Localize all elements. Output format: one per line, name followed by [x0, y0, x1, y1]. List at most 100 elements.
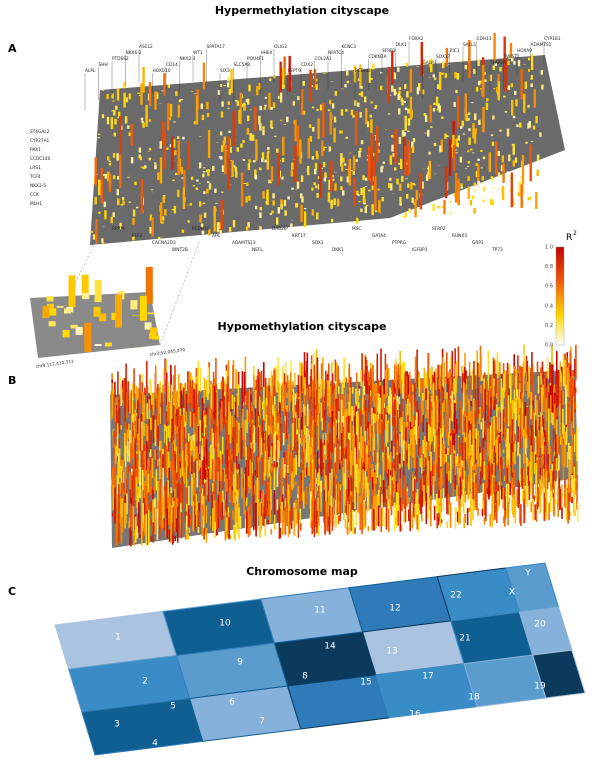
bar — [120, 204, 123, 206]
bar — [532, 483, 534, 507]
bar — [120, 466, 123, 498]
bar — [526, 485, 529, 508]
gene-label: SHH — [99, 62, 108, 68]
bar — [222, 140, 225, 147]
bar — [550, 364, 553, 393]
bar — [427, 129, 430, 137]
bar — [114, 118, 117, 125]
bar — [68, 275, 76, 308]
bar — [442, 61, 445, 69]
bar — [256, 86, 259, 96]
bar — [332, 404, 334, 414]
bar — [183, 427, 186, 459]
bar — [417, 409, 420, 428]
bar — [199, 467, 202, 489]
bar — [542, 455, 545, 461]
bar — [154, 419, 157, 446]
bar — [515, 99, 518, 107]
bar — [123, 81, 126, 89]
bar — [549, 445, 551, 464]
bar — [141, 382, 143, 400]
bar — [127, 465, 130, 473]
bar — [264, 494, 266, 520]
bar — [360, 140, 364, 145]
bar — [180, 167, 183, 175]
bar — [255, 390, 257, 426]
bar — [434, 77, 437, 81]
bar — [356, 464, 358, 494]
bar — [248, 195, 251, 201]
bar — [359, 64, 362, 89]
bar — [137, 440, 140, 454]
bar — [536, 169, 539, 176]
bar — [278, 441, 280, 458]
bar — [478, 363, 480, 377]
bar — [324, 453, 326, 481]
bar — [414, 479, 416, 510]
gene-label: KCNC3 — [342, 44, 357, 50]
bar — [374, 413, 376, 424]
bar — [479, 80, 482, 84]
bar — [139, 533, 141, 538]
bar — [388, 183, 391, 188]
bar — [390, 183, 393, 191]
bar — [304, 425, 306, 443]
bar — [253, 426, 256, 452]
bar — [234, 494, 237, 531]
bar — [487, 394, 489, 428]
gene-label: NEFL — [252, 247, 263, 253]
bar — [416, 370, 419, 388]
bar — [484, 449, 486, 466]
bar — [390, 424, 393, 448]
bar — [399, 404, 401, 418]
bar — [412, 138, 416, 143]
bar — [162, 121, 165, 145]
bar — [393, 427, 396, 444]
gene-label: PCDHB — [355, 68, 370, 74]
bar — [193, 93, 197, 95]
bar — [404, 145, 407, 176]
bar — [479, 407, 481, 421]
bar — [477, 388, 479, 408]
bar — [368, 189, 371, 192]
bar — [276, 148, 279, 153]
bar — [416, 86, 420, 95]
bar — [473, 69, 476, 74]
bar — [217, 457, 220, 480]
bar — [398, 87, 401, 90]
bar — [252, 473, 255, 507]
bar — [185, 515, 188, 540]
bar — [576, 427, 578, 462]
bar — [453, 402, 456, 436]
bar — [249, 515, 251, 536]
bar — [98, 133, 101, 135]
bar — [204, 502, 207, 525]
bar — [334, 183, 337, 191]
bar — [366, 365, 368, 394]
bar — [461, 120, 464, 127]
bar — [311, 156, 315, 160]
bar — [535, 420, 537, 444]
bar — [164, 431, 167, 446]
bar — [533, 451, 536, 474]
bar — [362, 380, 365, 405]
bar — [115, 525, 118, 546]
bar — [137, 92, 140, 95]
bar — [142, 67, 145, 93]
bar — [220, 382, 222, 390]
bar — [391, 462, 393, 488]
chromosome-label: 8 — [302, 672, 308, 682]
bar — [159, 479, 161, 514]
bar — [292, 459, 295, 489]
coord-label: chr3:52,045,470 — [149, 347, 185, 358]
bar — [177, 104, 181, 118]
bar — [314, 162, 318, 170]
bar — [136, 416, 139, 443]
bar — [561, 507, 563, 519]
bar — [324, 477, 326, 508]
bar — [183, 408, 185, 427]
bar — [486, 488, 489, 494]
bar — [384, 353, 387, 384]
bar — [311, 187, 314, 191]
gene-label: DAB2IP — [272, 226, 288, 232]
